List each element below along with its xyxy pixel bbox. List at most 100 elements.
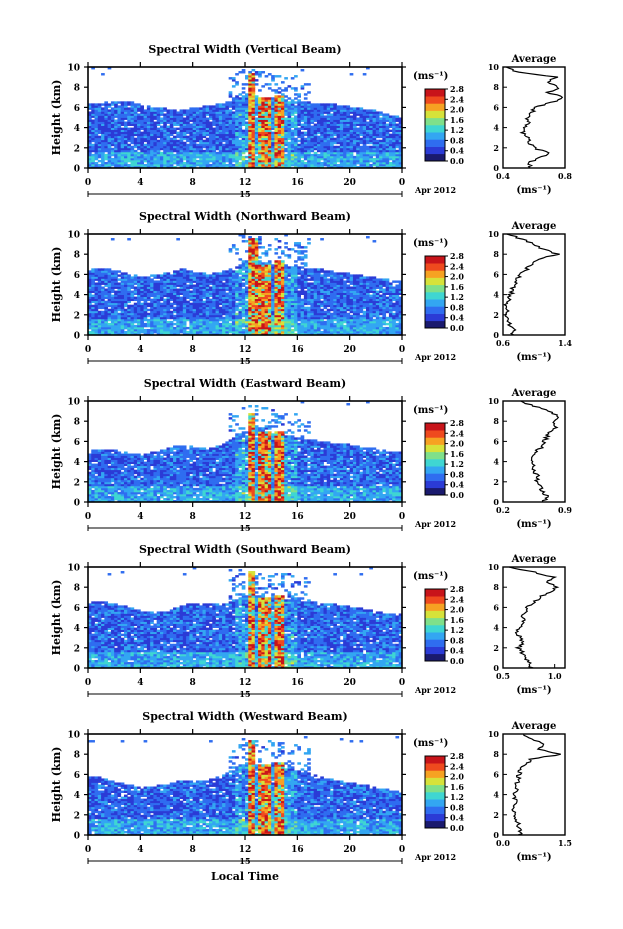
heatmap-cell bbox=[101, 272, 105, 275]
heatmap-cell bbox=[339, 145, 344, 149]
heatmap-cell bbox=[379, 153, 383, 157]
heatmap-cell bbox=[176, 270, 180, 273]
heatmap-cell bbox=[182, 163, 187, 167]
heatmap-cell bbox=[238, 121, 243, 124]
heatmap-cell bbox=[159, 113, 164, 116]
heatmap-cell bbox=[238, 330, 243, 334]
heatmap-cell bbox=[169, 284, 174, 287]
heatmap-cell bbox=[120, 147, 125, 151]
heatmap-cell bbox=[153, 300, 158, 304]
heatmap-cell bbox=[326, 147, 331, 151]
heatmap-cell bbox=[313, 163, 318, 167]
heatmap-cell bbox=[186, 161, 190, 165]
heatmap-cell bbox=[392, 147, 396, 151]
heatmap-cell bbox=[107, 105, 112, 108]
heatmap-cell bbox=[225, 127, 230, 131]
heatmap-cell bbox=[130, 155, 135, 159]
heatmap-cell bbox=[94, 147, 99, 151]
heatmap-cell bbox=[150, 131, 154, 135]
heatmap-cell bbox=[130, 141, 135, 145]
heatmap-cell bbox=[150, 310, 154, 314]
heatmap-cell bbox=[212, 276, 216, 279]
heatmap-cell bbox=[235, 306, 239, 310]
heatmap-cell bbox=[153, 161, 158, 165]
heatmap-cell bbox=[261, 276, 266, 279]
heatmap-cell bbox=[123, 141, 128, 145]
heatmap-cell bbox=[280, 155, 285, 159]
heatmap-cell bbox=[359, 119, 364, 122]
heatmap-cell bbox=[114, 290, 118, 293]
heatmap-cell bbox=[258, 242, 262, 245]
heatmap-cell bbox=[267, 304, 272, 308]
heatmap-cell bbox=[182, 288, 187, 291]
heatmap-cell bbox=[258, 75, 262, 78]
heatmap-cell bbox=[133, 151, 138, 155]
heatmap-cell bbox=[228, 151, 233, 155]
heatmap-cell bbox=[323, 115, 328, 118]
heatmap-cell bbox=[323, 133, 328, 137]
heatmap-cell bbox=[271, 316, 275, 320]
heatmap-cell bbox=[192, 312, 197, 316]
heatmap-cell bbox=[333, 105, 337, 108]
heatmap-cell bbox=[195, 298, 200, 302]
heatmap-cell bbox=[385, 119, 390, 122]
heatmap-cell bbox=[130, 280, 135, 283]
heatmap-cell bbox=[343, 115, 347, 118]
heatmap-cell bbox=[369, 145, 373, 149]
heatmap-cell bbox=[101, 133, 105, 137]
heatmap-cell bbox=[313, 103, 318, 106]
heatmap-cell bbox=[182, 286, 187, 289]
heatmap-cell bbox=[352, 131, 357, 135]
heatmap-cell bbox=[330, 141, 334, 145]
heatmap-cell bbox=[202, 322, 207, 326]
heatmap-cell bbox=[222, 103, 226, 106]
heatmap-cell bbox=[110, 135, 115, 139]
heatmap-cell bbox=[323, 155, 328, 159]
heatmap-cell bbox=[153, 296, 158, 300]
heatmap-cell bbox=[290, 101, 295, 104]
heatmap-cell bbox=[107, 165, 112, 169]
heatmap-cell bbox=[336, 135, 341, 139]
heatmap-cell bbox=[137, 312, 141, 316]
heatmap-cell bbox=[251, 322, 256, 326]
heatmap-cell bbox=[375, 147, 380, 151]
heatmap-cell bbox=[248, 304, 252, 308]
heatmap-cell bbox=[372, 145, 377, 149]
heatmap-cell bbox=[245, 165, 249, 169]
heatmap-cell bbox=[235, 127, 239, 131]
heatmap-cell bbox=[192, 141, 197, 145]
heatmap-cell bbox=[101, 135, 105, 139]
heatmap-cell bbox=[127, 119, 131, 122]
heatmap-cell bbox=[261, 246, 266, 249]
heatmap-cell bbox=[366, 129, 370, 133]
heatmap-cell bbox=[245, 149, 249, 153]
heatmap-cell bbox=[352, 113, 357, 116]
heatmap-cell bbox=[388, 161, 393, 165]
heatmap-cell bbox=[258, 113, 262, 116]
heatmap-cell bbox=[346, 165, 351, 169]
heatmap-cell bbox=[261, 123, 266, 126]
heatmap-cell bbox=[140, 127, 144, 131]
heatmap-cell bbox=[159, 147, 164, 151]
heatmap-cell bbox=[248, 101, 252, 104]
heatmap-cell bbox=[271, 107, 275, 110]
heatmap-cell bbox=[150, 328, 154, 332]
heatmap-cell bbox=[231, 324, 236, 328]
heatmap-cell bbox=[362, 133, 367, 137]
heatmap-cell bbox=[274, 149, 279, 153]
heatmap-cell bbox=[248, 103, 252, 106]
heatmap-cell bbox=[235, 151, 239, 155]
heatmap-cell bbox=[176, 133, 180, 137]
heatmap-cell bbox=[123, 318, 128, 322]
heatmap-cell bbox=[212, 145, 216, 149]
heatmap-cell bbox=[212, 115, 216, 118]
heatmap-cell bbox=[192, 117, 197, 120]
heatmap-cell bbox=[277, 163, 282, 167]
heatmap-cell bbox=[352, 107, 357, 110]
heatmap-cell bbox=[300, 159, 305, 163]
heatmap-cell bbox=[218, 306, 223, 310]
heatmap-cell bbox=[395, 163, 400, 167]
heatmap-cell bbox=[294, 93, 298, 96]
heatmap-cell bbox=[130, 163, 135, 167]
heatmap-cell bbox=[372, 153, 377, 157]
